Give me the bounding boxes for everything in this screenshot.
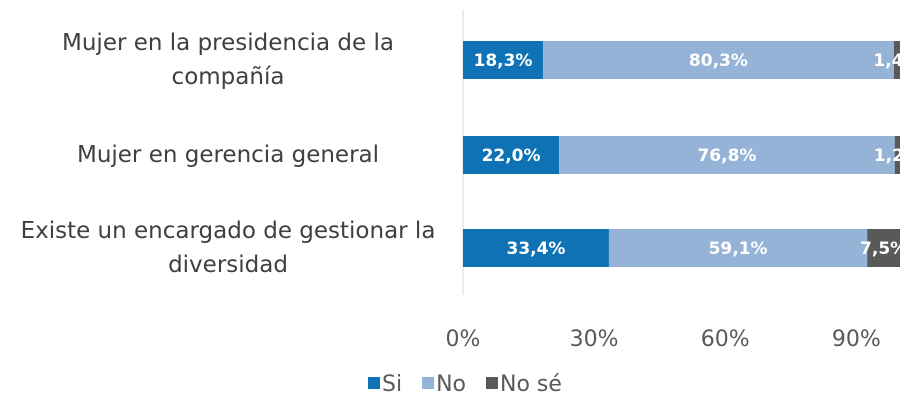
legend-label: Si <box>382 372 402 397</box>
legend-label: No sé <box>500 372 562 397</box>
data-label: 22,0% <box>482 146 541 166</box>
data-label: 76,8% <box>697 146 756 166</box>
category-label: Mujer en gerencia general <box>76 142 380 168</box>
data-label: 7,5% <box>860 239 907 259</box>
bar-segment <box>463 136 560 174</box>
bar-segment <box>608 229 868 267</box>
data-label: 18,3% <box>473 51 532 71</box>
bar-segment <box>894 136 900 174</box>
legend-swatch <box>422 377 435 389</box>
bar-segment <box>463 229 609 267</box>
x-tick-label: 30% <box>570 327 619 352</box>
legend-swatch <box>486 377 498 389</box>
bar-segment <box>867 229 900 267</box>
bar-segment <box>893 41 900 79</box>
bar-segment <box>559 136 895 174</box>
legend-swatch <box>368 377 380 389</box>
category-label: Existe un encargado de gestionar la dive… <box>20 218 436 278</box>
data-label: 33,4% <box>506 239 565 259</box>
x-tick-label: 0% <box>446 327 481 352</box>
data-label: 1,4% <box>873 51 911 71</box>
data-label: 1,2% <box>874 146 911 166</box>
data-label: 59,1% <box>709 239 768 259</box>
x-tick-label: 90% <box>832 327 881 352</box>
bar-segment <box>542 41 894 79</box>
data-label: 80,3% <box>689 51 748 71</box>
legend-label: No <box>436 372 466 397</box>
x-tick-label: 60% <box>701 327 750 352</box>
category-label: Mujer en la presidencia de la compañía <box>62 30 394 90</box>
bar-segment <box>463 41 543 79</box>
